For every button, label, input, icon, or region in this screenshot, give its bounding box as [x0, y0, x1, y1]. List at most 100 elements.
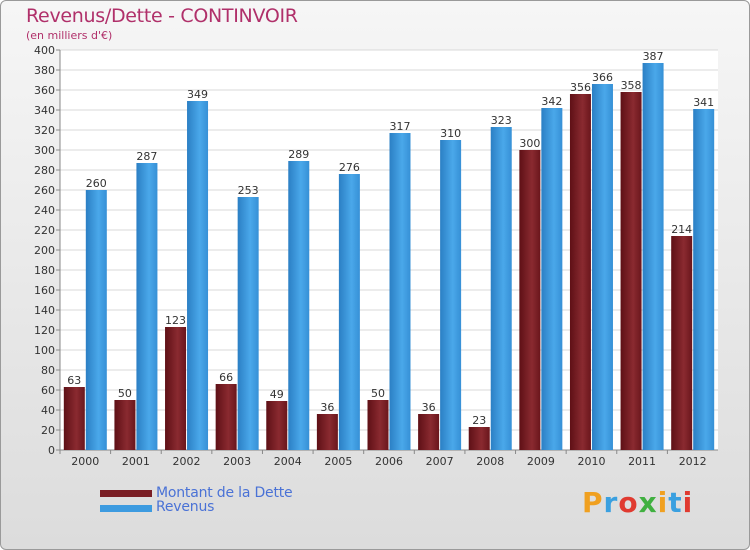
data-label-dette: 356: [570, 81, 591, 94]
bar-revenus: [187, 101, 209, 450]
y-tick-label: 60: [41, 384, 55, 397]
y-tick-label: 260: [34, 184, 55, 197]
x-tick-label: 2001: [122, 455, 150, 468]
data-label-revenus: 310: [440, 127, 461, 140]
y-tick-label: 220: [34, 224, 55, 237]
data-label-revenus: 341: [693, 96, 714, 109]
y-tick-label: 160: [34, 284, 55, 297]
bar-dette: [367, 400, 389, 450]
y-tick-label: 300: [34, 144, 55, 157]
x-tick-label: 2002: [173, 455, 201, 468]
y-tick-label: 340: [34, 104, 55, 117]
data-label-revenus: 260: [86, 177, 107, 190]
y-tick-label: 400: [34, 44, 55, 57]
y-tick-label: 80: [41, 364, 55, 377]
legend-label-revenus: Revenus: [156, 499, 215, 515]
y-tick-label: 280: [34, 164, 55, 177]
bar-revenus: [288, 161, 310, 450]
y-tick-label: 180: [34, 264, 55, 277]
y-tick-label: 40: [41, 404, 55, 417]
bar-dette: [620, 92, 642, 450]
x-tick-label: 2003: [223, 455, 251, 468]
data-label-dette: 50: [118, 387, 132, 400]
bar-dette: [63, 387, 85, 450]
data-label-revenus: 349: [187, 88, 208, 101]
bar-dette: [468, 427, 490, 450]
y-tick-label: 20: [41, 424, 55, 437]
data-label-revenus: 323: [491, 114, 512, 127]
data-label-dette: 214: [671, 223, 692, 236]
bar-dette: [569, 94, 591, 450]
bar-revenus: [338, 174, 360, 450]
chart-title: Revenus/Dette - CONTINVOIR: [26, 5, 298, 27]
y-tick-label: 380: [34, 64, 55, 77]
data-label-revenus: 387: [643, 50, 664, 63]
y-tick-label: 200: [34, 244, 55, 257]
y-tick-label: 0: [48, 444, 55, 457]
data-label-dette: 358: [621, 79, 642, 92]
y-tick-label: 120: [34, 324, 55, 337]
logo-letter: i: [657, 486, 669, 519]
data-label-revenus: 289: [288, 148, 309, 161]
data-label-dette: 300: [519, 137, 540, 150]
logo-letter: i: [682, 486, 694, 519]
proxiti-logo: Proxiti: [582, 486, 693, 519]
legend-swatch-dette: [100, 490, 152, 497]
bar-dette: [266, 401, 288, 450]
logo-letter: t: [668, 486, 683, 519]
data-label-revenus: 253: [238, 184, 259, 197]
bar-revenus: [136, 163, 158, 450]
data-label-dette: 23: [472, 414, 486, 427]
bar-dette: [519, 150, 541, 450]
legend-swatch-revenus: [100, 505, 152, 512]
data-label-dette: 63: [67, 374, 81, 387]
bar-revenus: [642, 63, 664, 450]
bar-revenus: [541, 108, 563, 450]
data-label-dette: 49: [270, 388, 284, 401]
bar-dette: [671, 236, 693, 450]
bar-revenus: [591, 84, 613, 450]
data-label-dette: 66: [219, 371, 233, 384]
bar-revenus: [490, 127, 512, 450]
data-label-dette: 123: [165, 314, 186, 327]
logo-letter: x: [638, 486, 658, 519]
legend-label-dette: Montant de la Dette: [156, 485, 293, 501]
bar-dette: [418, 414, 440, 450]
bar-dette: [316, 414, 338, 450]
data-label-revenus: 276: [339, 161, 360, 174]
chart-subtitle: (en milliers d'€): [26, 29, 113, 42]
data-label-revenus: 342: [541, 95, 562, 108]
x-tick-label: 2004: [274, 455, 302, 468]
bar-revenus: [389, 133, 411, 450]
y-tick-label: 320: [34, 124, 55, 137]
y-tick-label: 240: [34, 204, 55, 217]
bar-revenus: [440, 140, 462, 450]
x-tick-label: 2009: [527, 455, 555, 468]
data-label-revenus: 317: [390, 120, 411, 133]
data-label-revenus: 287: [136, 150, 157, 163]
y-tick-label: 100: [34, 344, 55, 357]
data-label-dette: 36: [422, 401, 436, 414]
data-label-revenus: 366: [592, 71, 613, 84]
data-label-dette: 50: [371, 387, 385, 400]
y-tick-label: 360: [34, 84, 55, 97]
bar-dette: [215, 384, 237, 450]
x-tick-label: 2008: [476, 455, 504, 468]
x-tick-label: 2010: [577, 455, 605, 468]
data-label-dette: 36: [320, 401, 334, 414]
bar-dette: [165, 327, 187, 450]
bar-revenus: [237, 197, 259, 450]
y-tick-label: 140: [34, 304, 55, 317]
x-tick-label: 2006: [375, 455, 403, 468]
logo-letter: o: [618, 486, 639, 519]
x-tick-label: 2000: [71, 455, 99, 468]
x-tick-label: 2012: [679, 455, 707, 468]
logo-letter: r: [603, 486, 619, 519]
x-tick-label: 2005: [324, 455, 352, 468]
x-tick-label: 2007: [426, 455, 454, 468]
x-tick-label: 2011: [628, 455, 656, 468]
logo-letter: P: [582, 486, 604, 519]
bar-dette: [114, 400, 136, 450]
bar-revenus: [693, 109, 715, 450]
